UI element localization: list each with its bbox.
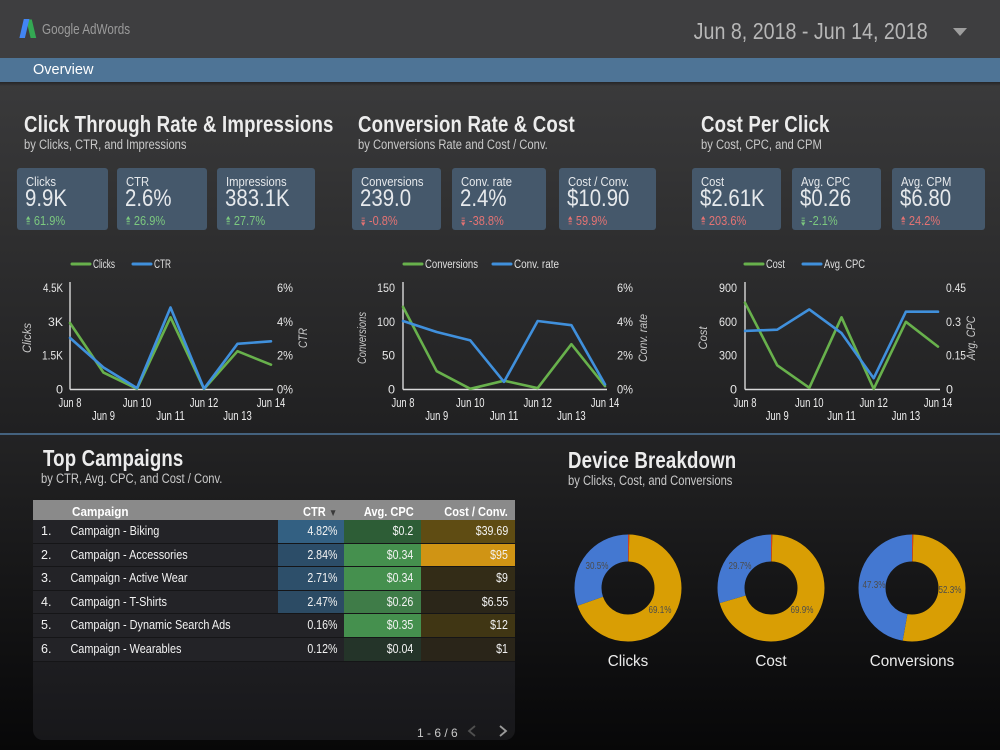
svg-text:Jun 8: Jun 8 <box>59 396 82 410</box>
svg-text:4.5K: 4.5K <box>43 283 63 295</box>
svg-text:Cost: Cost <box>696 326 710 350</box>
svg-text:0.15: 0.15 <box>946 351 966 363</box>
svg-text:Jun 12: Jun 12 <box>859 396 888 410</box>
svg-text:0: 0 <box>388 385 395 397</box>
svg-text:Jun 12: Jun 12 <box>523 396 552 410</box>
svg-text:CTR: CTR <box>154 259 171 271</box>
svg-text:0: 0 <box>56 385 63 397</box>
svg-text:52.3%: 52.3% <box>939 584 962 596</box>
svg-text:Jun 9: Jun 9 <box>425 409 448 423</box>
svg-text:69.1%: 69.1% <box>649 604 672 616</box>
svg-text:4%: 4% <box>277 317 293 329</box>
svg-text:Jun 13: Jun 13 <box>557 409 586 423</box>
svg-text:Jun 14: Jun 14 <box>924 396 953 410</box>
svg-text:100: 100 <box>377 317 395 329</box>
svg-text:Jun 9: Jun 9 <box>92 409 115 423</box>
svg-text:Jun 10: Jun 10 <box>795 396 824 410</box>
svg-text:0.45: 0.45 <box>946 283 966 295</box>
svg-text:2%: 2% <box>277 351 293 363</box>
svg-text:Jun 14: Jun 14 <box>257 396 286 410</box>
svg-text:3K: 3K <box>48 317 63 329</box>
svg-text:Conv. rate: Conv. rate <box>636 314 650 362</box>
svg-text:6%: 6% <box>277 283 293 295</box>
svg-text:0.3: 0.3 <box>946 317 961 329</box>
svg-text:0%: 0% <box>277 385 293 397</box>
svg-text:Jun 11: Jun 11 <box>827 409 856 423</box>
svg-text:Cost: Cost <box>766 259 786 271</box>
svg-text:Conv. rate: Conv. rate <box>514 259 559 271</box>
svg-text:Conversions: Conversions <box>355 312 369 364</box>
svg-text:Clicks: Clicks <box>93 259 115 271</box>
svg-text:Conversions: Conversions <box>425 259 478 271</box>
svg-text:Jun 8: Jun 8 <box>392 396 415 410</box>
svg-text:Jun 13: Jun 13 <box>892 409 921 423</box>
svg-text:4%: 4% <box>617 317 633 329</box>
svg-text:900: 900 <box>719 283 737 295</box>
svg-text:2%: 2% <box>617 351 633 363</box>
svg-text:Jun 12: Jun 12 <box>190 396 219 410</box>
svg-text:Jun 9: Jun 9 <box>766 409 789 423</box>
svg-text:Avg. CPC: Avg. CPC <box>964 316 978 361</box>
svg-text:Jun 8: Jun 8 <box>734 396 757 410</box>
svg-text:0: 0 <box>946 385 953 397</box>
svg-text:CTR: CTR <box>296 328 310 348</box>
svg-text:Jun 13: Jun 13 <box>223 409 252 423</box>
svg-text:30.5%: 30.5% <box>586 560 609 572</box>
svg-text:6%: 6% <box>617 283 633 295</box>
svg-text:600: 600 <box>719 317 737 329</box>
svg-text:0%: 0% <box>617 385 633 397</box>
svg-text:150: 150 <box>377 283 395 295</box>
svg-text:Jun 10: Jun 10 <box>123 396 152 410</box>
svg-text:Jun 10: Jun 10 <box>456 396 485 410</box>
svg-text:Clicks: Clicks <box>20 323 34 353</box>
svg-text:69.9%: 69.9% <box>791 604 814 616</box>
svg-text:Avg. CPC: Avg. CPC <box>824 259 865 271</box>
svg-text:50: 50 <box>382 351 395 363</box>
svg-text:0: 0 <box>730 385 737 397</box>
svg-text:47.3%: 47.3% <box>863 579 886 591</box>
svg-text:1.5K: 1.5K <box>42 351 63 363</box>
svg-text:Jun 14: Jun 14 <box>591 396 620 410</box>
svg-text:Jun 11: Jun 11 <box>156 409 185 423</box>
svg-text:29.7%: 29.7% <box>729 560 752 572</box>
svg-text:Jun 11: Jun 11 <box>490 409 519 423</box>
svg-text:300: 300 <box>719 351 737 363</box>
